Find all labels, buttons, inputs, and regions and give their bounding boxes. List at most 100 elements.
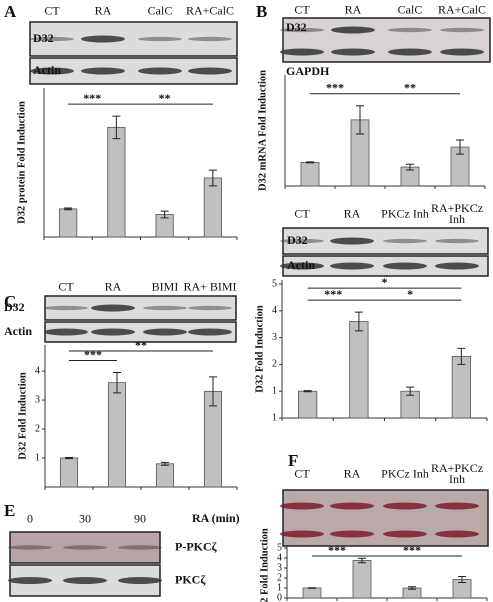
bar (203, 177, 222, 238)
bar (302, 587, 322, 599)
error-bar (457, 347, 466, 365)
lane-axis-label: RA (min) (192, 511, 240, 525)
y-tick-label: 3 (277, 562, 282, 573)
error-bar (408, 586, 416, 590)
error-bar (161, 461, 169, 466)
bar (59, 457, 79, 488)
blot-row-label: D32 (286, 20, 307, 34)
error-bar (406, 386, 415, 396)
blot-band (188, 67, 232, 75)
panel-letter: F (288, 451, 298, 470)
blot-band (280, 48, 324, 56)
significance-label: * (407, 287, 413, 301)
blot-band (280, 238, 324, 244)
blot-band (63, 577, 107, 584)
error-bar (354, 311, 363, 332)
y-axis-label: D32 mRNA Fold Induction (257, 70, 268, 191)
blot-band (188, 305, 232, 311)
blot-band (388, 27, 432, 33)
blot-band (81, 67, 125, 75)
blot-band (138, 67, 182, 75)
y-tick-label: 1 (272, 412, 277, 423)
error-bar (113, 372, 121, 394)
error-bar (456, 139, 464, 155)
error-bar (65, 456, 73, 460)
blot-band (143, 328, 187, 336)
blot-band (435, 530, 479, 538)
blot-band (8, 545, 52, 550)
significance-label: ** (159, 91, 171, 105)
y-tick-label: 0 (277, 592, 282, 602)
blot-band (330, 502, 374, 510)
y-axis-label: D32 Fold Induction (17, 372, 28, 460)
blot-band (91, 304, 135, 312)
bar (352, 560, 372, 599)
blot-band (188, 328, 232, 336)
y-tick-label: 4 (35, 365, 40, 376)
significance-label: ** (404, 80, 416, 94)
lane-label: CT (294, 466, 310, 481)
blot-band (435, 238, 479, 244)
blot-row-label: P-PKCζ (175, 539, 218, 553)
lane-label: PKCz Inh (381, 466, 429, 481)
lane-label: BIMI (151, 279, 179, 294)
lane-label: CT (58, 279, 74, 294)
panel-letter: A (4, 2, 17, 21)
lane-label: RA+CalC (185, 3, 235, 18)
blot-row-label: D32 (287, 233, 308, 247)
blot-band (280, 27, 324, 33)
lane-label: CalC (397, 2, 423, 17)
y-tick-label: 2 (35, 423, 40, 434)
lane-label: RA+PKCz Inh (430, 461, 484, 486)
blot-band (188, 36, 232, 42)
blot-band (143, 305, 187, 311)
error-bar (303, 390, 312, 393)
blot-band (440, 48, 484, 56)
blot-band (383, 530, 427, 538)
blot-row-label: Actin (4, 324, 32, 338)
y-tick-label: 1 (277, 582, 282, 593)
bar (155, 463, 175, 488)
significance-label: *** (84, 347, 102, 361)
error-bar (406, 163, 414, 171)
panel-letter: B (256, 2, 267, 21)
y-axis-label: D32 protein Fold Induction (16, 101, 27, 224)
blot-band (118, 545, 162, 550)
blot-band (8, 577, 52, 584)
blot-band (435, 262, 479, 270)
blot-band (383, 262, 427, 270)
lane-label: PKCz Inh (381, 206, 429, 221)
error-bar (209, 376, 217, 407)
significance-label: *** (83, 91, 101, 105)
blot-row-label: GAPDH (286, 64, 330, 78)
significance-label: *** (403, 543, 421, 557)
blot-band (330, 530, 374, 538)
lane-label: RA+PKCz Inh (430, 201, 484, 226)
blot-image (282, 489, 489, 547)
blot-image (282, 227, 489, 255)
blot-band (280, 502, 324, 510)
blot-image (44, 295, 237, 321)
blot-band (44, 305, 88, 311)
blot-band (138, 36, 182, 42)
error-bar (458, 576, 466, 583)
blot-band (30, 67, 74, 75)
blot-band (30, 36, 74, 42)
lane-label: 30 (79, 511, 91, 526)
y-tick-label: 2 (272, 359, 277, 370)
lane-label: RA (343, 206, 361, 221)
lane-label: CT (44, 3, 60, 18)
error-bar (208, 169, 217, 187)
blot-row-label: D32 (4, 300, 25, 314)
lane-label: RA (104, 279, 122, 294)
blot-band (440, 27, 484, 33)
significance-label: *** (324, 287, 342, 301)
y-tick-label: 3 (272, 332, 277, 343)
y-tick-label: 3 (35, 394, 40, 405)
y-axis-label: D32 Fold Induction (254, 305, 265, 393)
blot-band (63, 545, 107, 550)
blot-band (435, 502, 479, 510)
significance-label: *** (326, 80, 344, 94)
blot-image (29, 21, 238, 57)
